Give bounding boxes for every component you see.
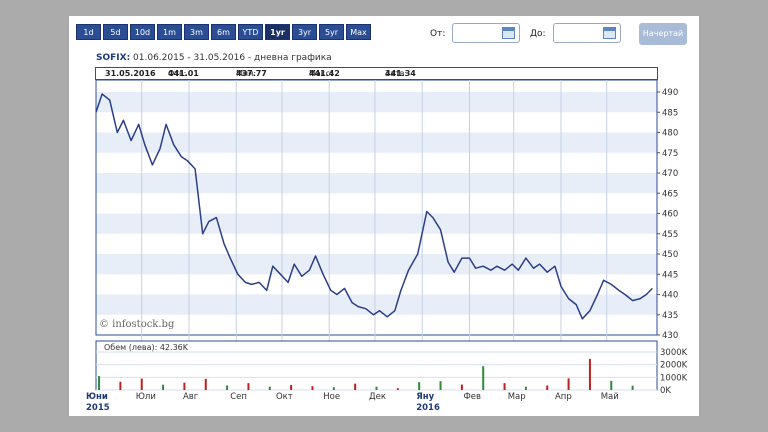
range-button-3m[interactable]: 3m xyxy=(184,24,209,40)
x-tick-label: Сеп xyxy=(230,392,247,402)
volume-bar xyxy=(439,381,442,390)
info-open: Отв: 441.01 xyxy=(168,69,199,78)
volume-bar xyxy=(396,388,399,390)
x-tick-label: Авг xyxy=(183,392,199,402)
grid-band xyxy=(96,173,657,194)
volume-bar xyxy=(332,387,335,390)
y-tick-label: 470 xyxy=(662,169,678,179)
x-tick-label: Яну xyxy=(416,392,434,402)
info-close: Затв: 441.34 xyxy=(385,69,416,78)
range-button-5d[interactable]: 5d xyxy=(103,24,128,40)
volume-tick-label: 0K xyxy=(660,386,671,396)
info-high: Макс: 441.42 xyxy=(309,69,340,78)
x-tick-label: Ное xyxy=(323,392,340,402)
x-tick-label: Апр xyxy=(555,392,572,402)
range-button-6m[interactable]: 6m xyxy=(211,24,236,40)
grid-band xyxy=(96,254,657,275)
draw-button[interactable]: Начертай xyxy=(639,23,687,45)
volume-bar xyxy=(546,385,549,390)
calendar-icon[interactable] xyxy=(502,27,515,39)
volume-bar xyxy=(98,376,101,390)
from-date-input[interactable] xyxy=(452,23,520,43)
volume-bar xyxy=(375,386,378,390)
volume-bar xyxy=(162,384,165,390)
volume-bar xyxy=(610,380,613,390)
volume-bar xyxy=(268,386,271,390)
x-tick-label: Юли xyxy=(136,392,156,402)
price-chart: 490 485 480 475 470 465 460 455 450 445 440 435 430 ©… xyxy=(86,79,688,413)
volume-tick-label: 3000K xyxy=(660,348,688,358)
grid-band xyxy=(96,213,657,234)
volume-bar xyxy=(503,383,506,390)
y-tick-label: 455 xyxy=(662,230,678,240)
y-tick-label: 435 xyxy=(662,311,678,321)
watermark-text: © infostock.bg xyxy=(99,319,175,330)
volume-bar xyxy=(311,386,314,390)
range-button-3yr[interactable]: 3yr xyxy=(292,24,317,40)
range-button-1m[interactable]: 1m xyxy=(157,24,182,40)
range-button-ytd[interactable]: YTD xyxy=(238,24,263,40)
volume-bar xyxy=(631,385,634,390)
from-label: От: xyxy=(430,29,446,39)
y-tick-label: 450 xyxy=(662,250,678,260)
range-button-10d[interactable]: 10d xyxy=(130,24,155,40)
price-series-line xyxy=(95,93,653,320)
price-plot-frame xyxy=(95,79,658,336)
volume-bar xyxy=(290,384,293,390)
y-tick-label: 485 xyxy=(662,108,678,118)
y-tick-label: 440 xyxy=(662,291,678,301)
volume-bar xyxy=(460,384,463,390)
volume-bar xyxy=(418,382,421,390)
x-tick-label: Фев xyxy=(463,392,481,402)
x-tick-label: Мар xyxy=(508,392,526,402)
range-button-1yr[interactable]: 1yr xyxy=(265,24,290,40)
chart-panel: 1d 5d 10d 1m 3m 6m YTD 1yr 3yr 5yr Max От: До: Нач… xyxy=(69,16,699,416)
y-tick-label: 475 xyxy=(662,149,678,159)
range-button-5yr[interactable]: 5yr xyxy=(319,24,344,40)
chart-symbol: SOFIX: xyxy=(96,53,131,63)
y-tick-label: 445 xyxy=(662,270,678,280)
volume-bar xyxy=(183,382,186,390)
calendar-icon[interactable] xyxy=(603,27,616,39)
volume-tick-label: 1000K xyxy=(660,373,688,383)
volume-bar xyxy=(140,378,143,390)
volume-bar xyxy=(524,386,527,390)
range-button-max[interactable]: Max xyxy=(346,24,371,40)
y-tick-label: 430 xyxy=(662,331,678,341)
to-date-input[interactable] xyxy=(553,23,621,43)
year-label: 2015 xyxy=(86,403,110,413)
grid-band xyxy=(96,92,657,113)
to-label: До: xyxy=(530,29,546,39)
volume-label: Обем (лева): 42.36K xyxy=(104,343,189,352)
year-label: 2016 xyxy=(416,403,440,413)
volume-tick-label: 2000K xyxy=(660,361,688,371)
volume-bar xyxy=(482,366,485,390)
y-tick-label: 480 xyxy=(662,129,678,139)
volume-bar xyxy=(567,378,570,390)
volume-bar xyxy=(354,383,357,390)
info-date: 31.05.2016 xyxy=(105,69,156,78)
volume-bar xyxy=(204,378,207,390)
volume-bar xyxy=(247,383,250,390)
volume-plot-frame xyxy=(95,340,658,391)
x-tick-label: Дек xyxy=(369,392,386,402)
volume-bar xyxy=(226,385,229,390)
y-tick-label: 490 xyxy=(662,88,678,98)
grid-band xyxy=(96,294,657,315)
volume-bar xyxy=(588,358,591,390)
info-low: Мин: 437.77 xyxy=(236,69,267,78)
grid-band xyxy=(96,132,657,153)
volume-bar xyxy=(119,381,122,390)
range-button-1d[interactable]: 1d xyxy=(76,24,101,40)
y-tick-label: 460 xyxy=(662,210,678,220)
x-tick-label: Май xyxy=(601,392,619,402)
chart-title: SOFIX: 01.06.2015 - 31.05.2016 - дневна … xyxy=(96,53,332,63)
x-tick-label: Юни xyxy=(86,392,108,402)
x-tick-label: Окт xyxy=(276,392,293,402)
y-tick-label: 465 xyxy=(662,189,678,199)
chart-period: 01.06.2015 - 31.05.2016 - дневна графика xyxy=(130,53,332,63)
